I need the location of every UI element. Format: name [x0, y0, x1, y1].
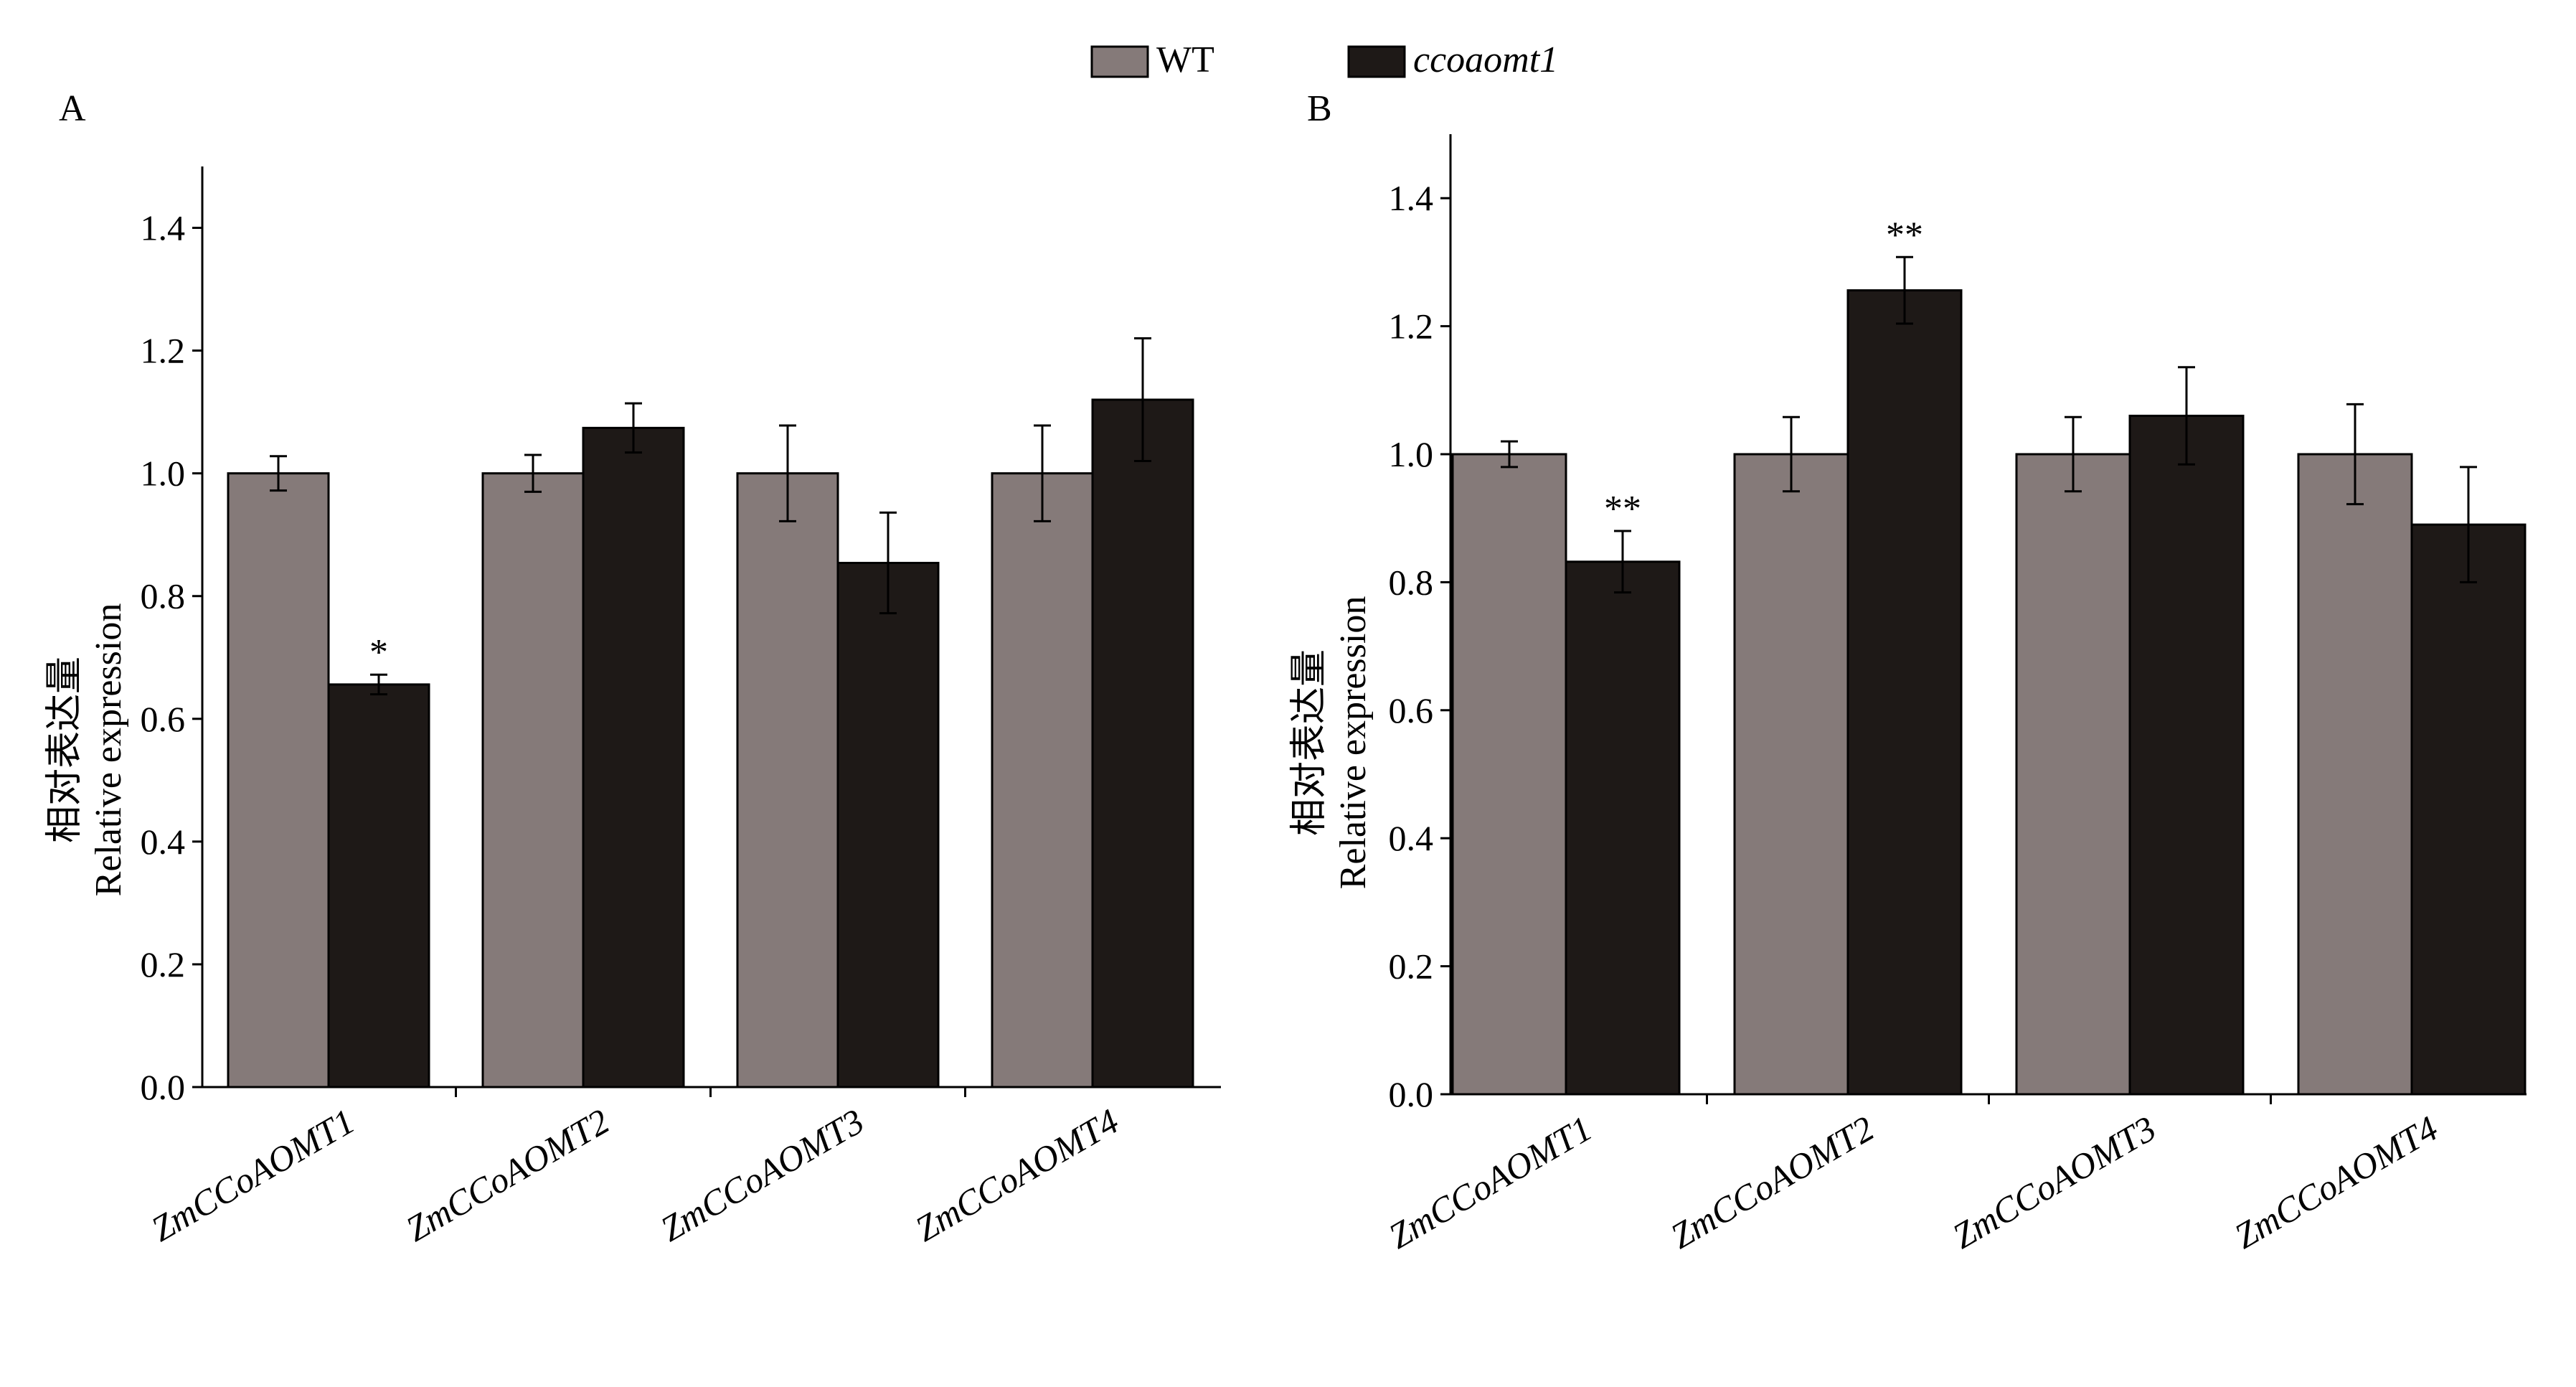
- bar-b-wt-3: [2015, 453, 2131, 1096]
- bar-b-wt-1: [1451, 453, 1567, 1096]
- x-tick-label-a: ZmCCoAOMT4: [908, 1101, 1125, 1249]
- panel-label-b: B: [1307, 88, 1332, 129]
- legend-label-wt: WT: [1156, 39, 1214, 80]
- bar-a-ccoaomt1-3: [836, 562, 940, 1089]
- bar-a-wt-2: [481, 472, 585, 1089]
- x-tick-label-b: ZmCCoAOMT4: [2227, 1108, 2444, 1256]
- legend-swatch-ccoaomt1: [1347, 45, 1406, 78]
- legend-label-ccoaomt1: ccoaomt1: [1413, 39, 1558, 80]
- bar-b-ccoaomt1-2: [1846, 289, 1963, 1096]
- y-tick-label-a: 0.4: [141, 822, 186, 862]
- bar-b-ccoaomt1-3: [2128, 414, 2245, 1096]
- significance-mark-a: *: [369, 632, 388, 673]
- y-tick-label-b: 0.8: [1389, 562, 1434, 602]
- y-tick-label-b: 0.6: [1389, 690, 1434, 730]
- x-tick-label-a: ZmCCoAOMT1: [144, 1101, 361, 1249]
- bar-a-wt-3: [736, 472, 839, 1089]
- bar-b-ccoaomt1-4: [2410, 523, 2527, 1096]
- y-tick-label-b: 0.0: [1389, 1074, 1434, 1114]
- x-tick-label-b: ZmCCoAOMT3: [1945, 1108, 2162, 1256]
- bar-a-ccoaomt1-2: [582, 426, 685, 1089]
- bar-b-wt-2: [1733, 453, 1849, 1096]
- y-tick-label-a: 1.2: [141, 331, 186, 371]
- x-tick-label-b: ZmCCoAOMT1: [1382, 1108, 1598, 1256]
- y-tick-label-a: 0.0: [141, 1067, 186, 1107]
- y-axis-label-en-b: Relative expression: [1333, 596, 1374, 890]
- legend-swatch-wt: [1090, 45, 1149, 78]
- y-axis-label-en-a: Relative expression: [88, 603, 129, 897]
- x-tick-label-b: ZmCCoAOMT2: [1664, 1108, 1880, 1256]
- y-tick-label-b: 0.2: [1389, 946, 1434, 987]
- y-tick-label-a: 0.6: [141, 699, 186, 739]
- x-tick-label-a: ZmCCoAOMT3: [654, 1101, 870, 1249]
- panel-label-a: A: [59, 88, 86, 129]
- y-tick-label-a: 1.0: [141, 453, 186, 494]
- chart-panel-b: B 相对表达量 Relative expression 0.0 0.2 0.4 0.6…: [1289, 88, 2527, 1256]
- significance-mark-b: **: [1886, 215, 1923, 255]
- bar-a-wt-4: [991, 472, 1094, 1089]
- y-tick-label-b: 1.0: [1389, 434, 1434, 474]
- significance-mark-b: **: [1604, 489, 1641, 530]
- y-axis-label-cn-a: 相对表达量: [44, 657, 85, 843]
- bar-b-wt-4: [2297, 453, 2413, 1096]
- y-axis-label-cn-b: 相对表达量: [1289, 649, 1330, 836]
- y-tick-label-a: 0.2: [141, 944, 186, 984]
- bar-a-wt-1: [227, 472, 330, 1089]
- bar-a-ccoaomt1-1: [327, 683, 430, 1089]
- y-tick-label-b: 1.4: [1389, 178, 1434, 218]
- x-tick-label-a: ZmCCoAOMT2: [399, 1101, 615, 1249]
- y-tick-label-b: 1.2: [1389, 306, 1434, 347]
- y-tick-label-b: 0.4: [1389, 818, 1434, 858]
- chart-panel-a: A 相对表达量 Relative expression 0.0 0.2 0.4 0.6…: [44, 88, 1221, 1249]
- y-tick-label-a: 0.8: [141, 576, 186, 616]
- legend: WT ccoaomt1: [1090, 39, 1558, 80]
- bar-b-ccoaomt1-1: [1565, 560, 1681, 1096]
- bar-a-ccoaomt1-4: [1091, 398, 1194, 1089]
- y-tick-label-a: 1.4: [141, 208, 186, 248]
